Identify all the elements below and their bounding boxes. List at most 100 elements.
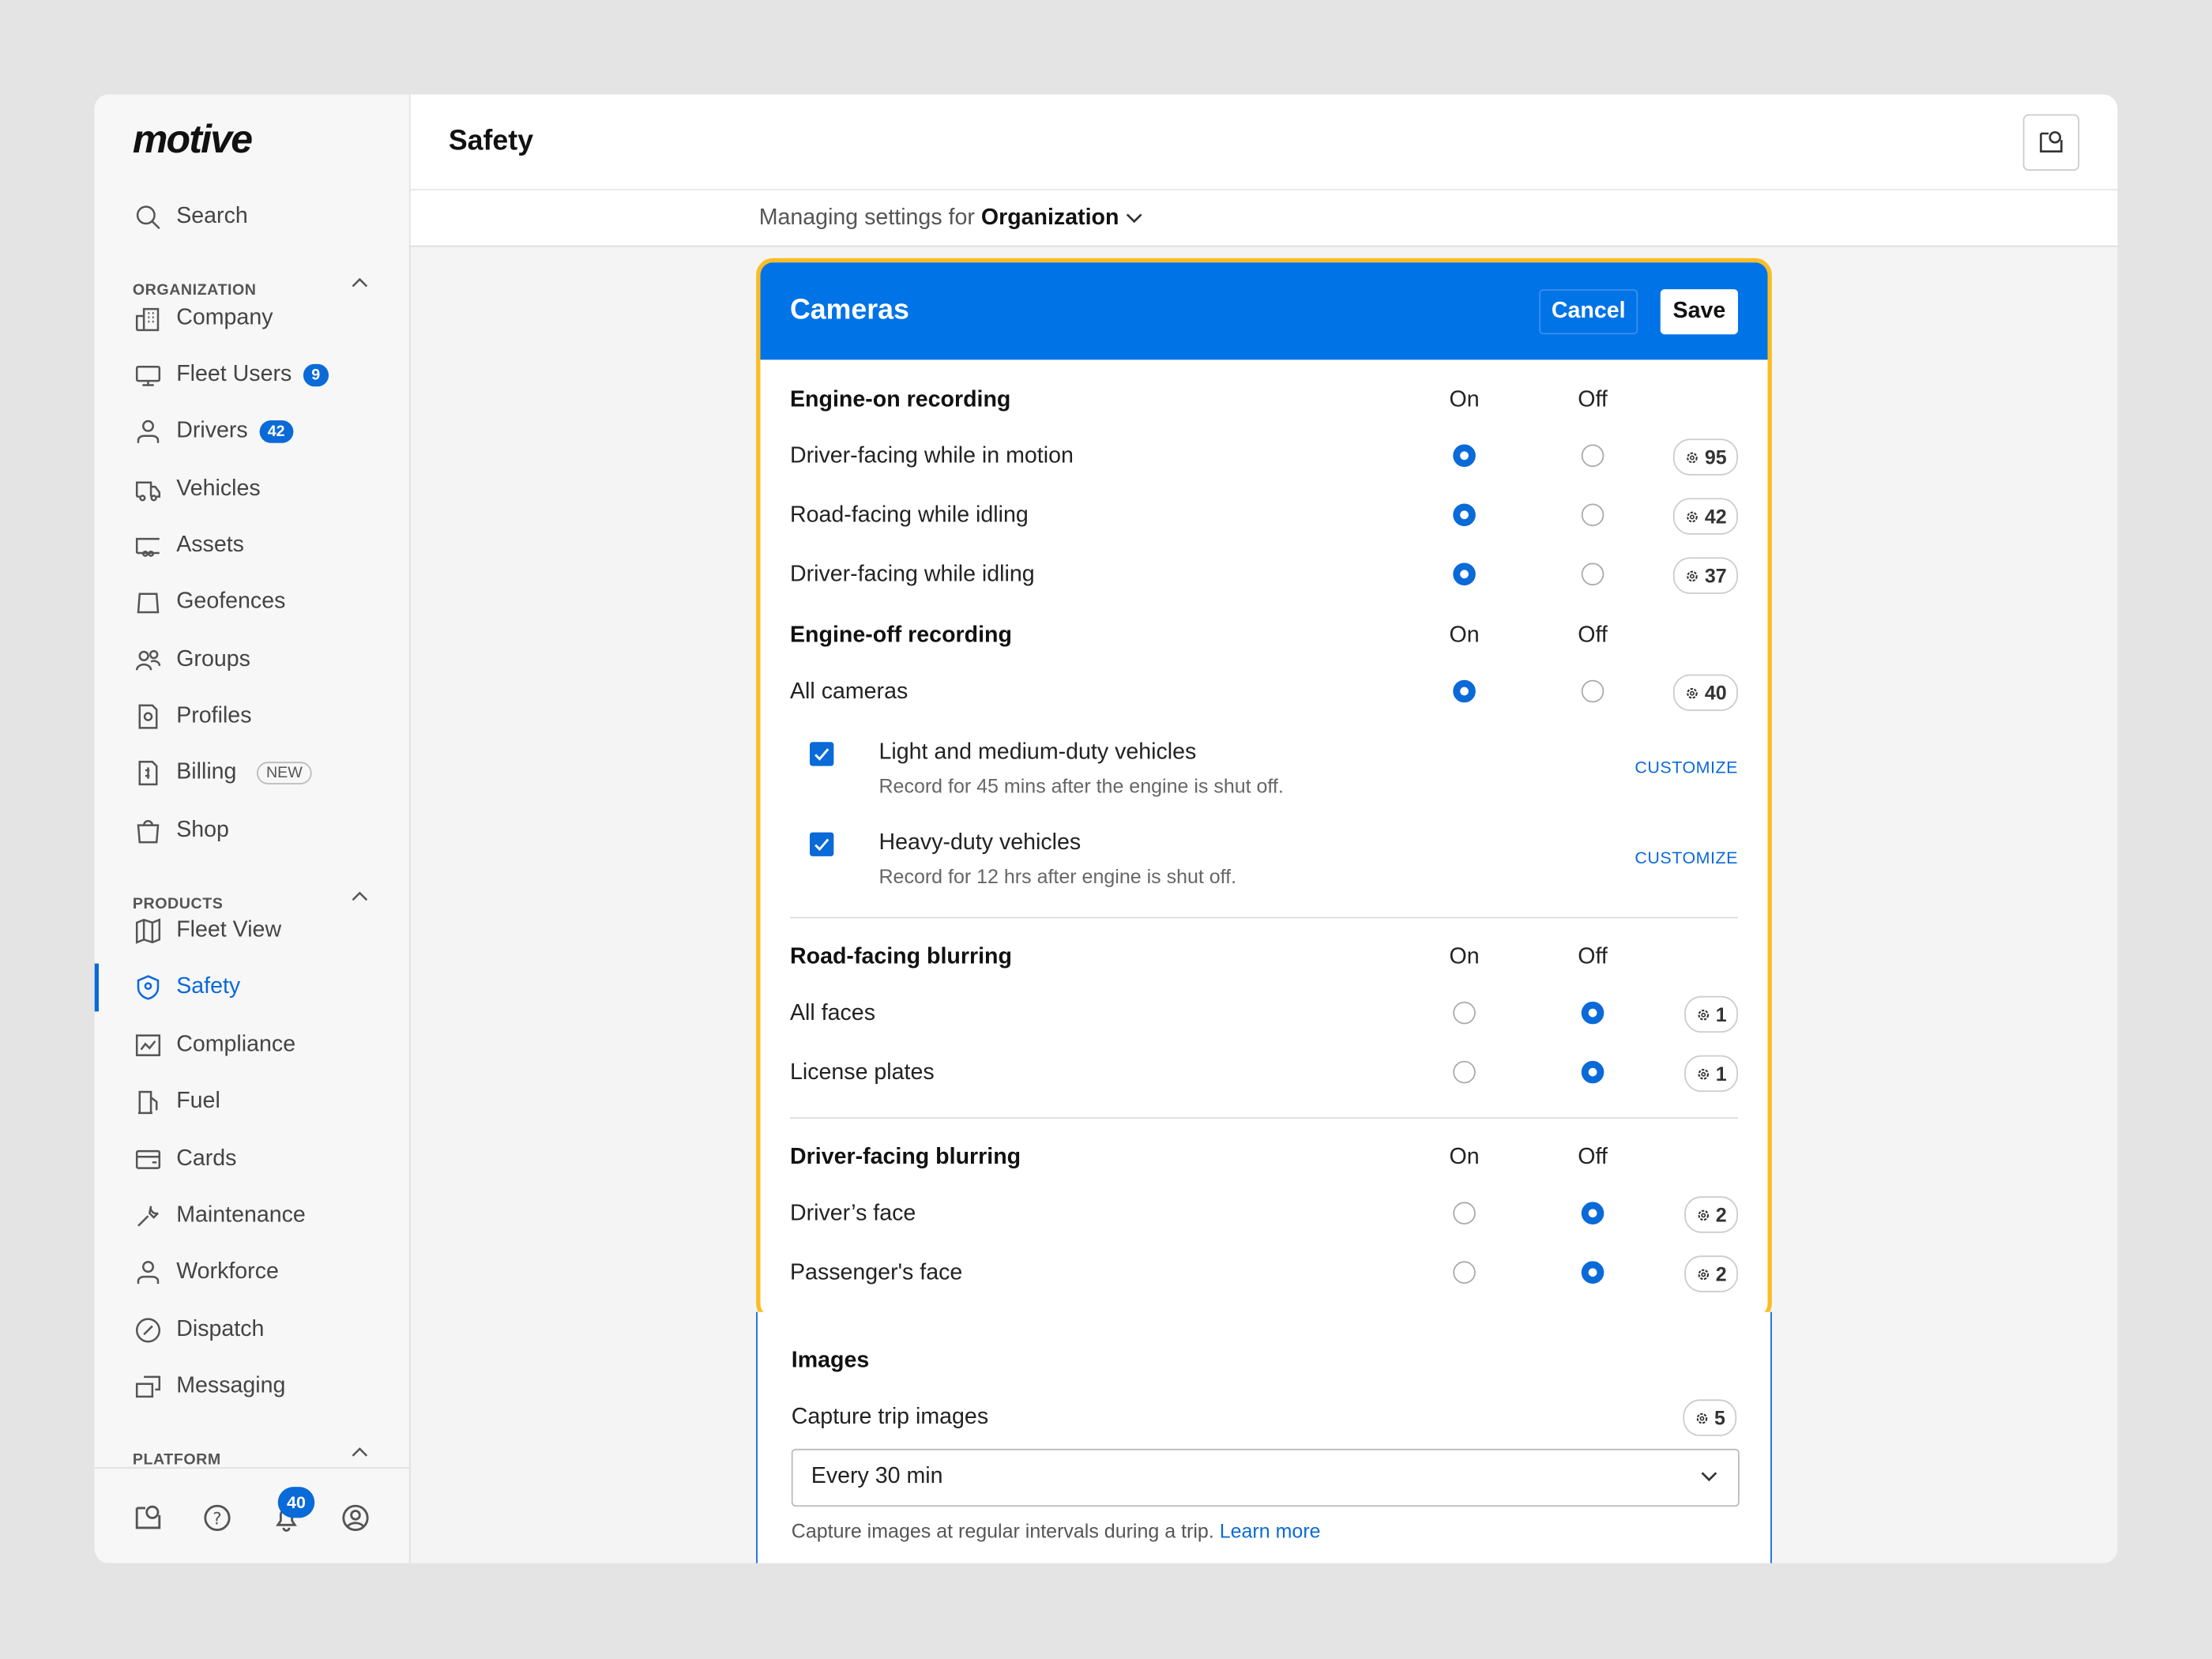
learn-more-link[interactable]: Learn more — [1219, 1519, 1321, 1542]
on-radio[interactable] — [1453, 1001, 1476, 1025]
vehicle-class-checkbox[interactable] — [809, 832, 834, 856]
on-column-header: On — [1449, 623, 1480, 648]
override-count: 40 — [1704, 681, 1727, 705]
motive-logo: motive — [132, 117, 253, 161]
override-count-pill[interactable]: 1 — [1684, 995, 1738, 1033]
map-pin-book-icon — [2040, 131, 2063, 153]
user-account-icon[interactable] — [340, 1503, 371, 1533]
chevron-down-icon — [1701, 1472, 1717, 1482]
on-radio[interactable] — [1453, 1060, 1476, 1084]
override-count-pill[interactable]: 2 — [1684, 1255, 1738, 1292]
capture-interval-select[interactable]: Every 30 min — [791, 1448, 1740, 1507]
sidebar-item-label: Drivers 42 — [176, 419, 294, 444]
override-count-pill[interactable]: 2 — [1684, 1196, 1738, 1233]
section-title: Driver-facing blurring — [789, 1145, 1021, 1170]
sidebar-item-geofences[interactable]: Geofences — [95, 578, 409, 626]
sidebar-item-drivers[interactable]: Drivers 42 — [95, 408, 409, 456]
override-count-pill[interactable]: 5 — [1683, 1399, 1737, 1436]
gear-icon — [1697, 1412, 1708, 1424]
customize-link[interactable]: CUSTOMIZE — [1635, 757, 1738, 777]
override-count: 42 — [1704, 505, 1727, 528]
off-radio[interactable] — [1581, 1001, 1604, 1025]
section-engine_on: Engine-on recording On Off — [790, 379, 1738, 422]
off-radio[interactable] — [1581, 444, 1604, 468]
off-radio[interactable] — [1581, 1202, 1604, 1224]
svg-text:?: ? — [213, 1509, 221, 1529]
off-radio[interactable] — [1581, 1261, 1604, 1284]
on-radio[interactable] — [1453, 444, 1476, 468]
setting-row: Driver-facing while idling 37 — [790, 555, 1738, 597]
gear-icon — [1698, 1209, 1710, 1221]
scope-prefix: Managing settings for — [758, 205, 975, 231]
override-count-pill[interactable]: 95 — [1673, 438, 1738, 476]
sidebar-item-profiles[interactable]: Profiles — [95, 693, 409, 741]
group-icon — [135, 649, 161, 671]
sidebar-item-fuel[interactable]: Fuel — [95, 1078, 409, 1126]
cancel-button[interactable]: Cancel — [1539, 289, 1638, 335]
checkmark-icon — [814, 838, 830, 852]
chevron-up-icon[interactable] — [352, 1446, 368, 1457]
scope-selector[interactable]: Managing settings for Organization — [759, 206, 1142, 231]
setting-row: Road-facing while idling 42 — [790, 495, 1738, 538]
chevron-up-icon[interactable] — [352, 890, 368, 901]
map-pin-book-icon[interactable] — [133, 1503, 164, 1533]
sidebar-item-billing[interactable]: Billing NEW — [95, 749, 409, 797]
on-column-header: On — [1449, 945, 1480, 969]
override-count-pill[interactable]: 40 — [1673, 674, 1738, 711]
sidebar-item-vehicles[interactable]: Vehicles — [95, 465, 409, 514]
chart-icon — [135, 1034, 161, 1056]
sidebar-item-shop[interactable]: Shop — [95, 807, 409, 855]
app-window: motive Search ORGANIZATION Company Fleet Us… — [94, 94, 2118, 1563]
override-count-pill[interactable]: 42 — [1673, 498, 1738, 535]
notifications-badge: 40 — [277, 1487, 315, 1518]
sidebar-item-label: Groups — [176, 647, 250, 672]
override-count-pill[interactable]: 37 — [1673, 557, 1738, 594]
shield-icon — [137, 975, 160, 1000]
map-icon — [135, 918, 161, 944]
help-icon[interactable]: ? — [201, 1503, 232, 1533]
off-radio[interactable] — [1581, 503, 1604, 527]
setting-label: Driver’s face — [789, 1202, 916, 1226]
on-radio[interactable] — [1453, 562, 1476, 586]
off-radio[interactable] — [1581, 679, 1604, 703]
sidebar-item-workforce[interactable]: Workforce — [95, 1248, 409, 1296]
person-icon — [137, 1261, 160, 1284]
on-radio[interactable] — [1453, 503, 1476, 527]
on-radio[interactable] — [1453, 1202, 1476, 1224]
gear-icon — [1687, 451, 1698, 463]
sidebar-item-assets[interactable]: Assets — [95, 522, 409, 570]
sidebar-item-cards[interactable]: Cards — [95, 1135, 409, 1183]
override-count-pill[interactable]: 1 — [1684, 1055, 1738, 1093]
setting-label: All faces — [789, 1001, 875, 1026]
setting-row: Driver-facing while in motion 95 — [790, 436, 1738, 479]
sidebar-item-messaging[interactable]: Messaging — [95, 1363, 409, 1411]
sidebar-item-maintenance[interactable]: Maintenance — [95, 1192, 409, 1240]
gear-icon — [1687, 570, 1698, 581]
gear-icon — [1687, 687, 1698, 698]
sidebar-item-groups[interactable]: Groups — [95, 636, 409, 684]
trailer-icon — [135, 537, 160, 557]
off-radio[interactable] — [1581, 562, 1604, 586]
gear-icon — [1698, 1068, 1710, 1079]
sidebar-item-company[interactable]: Company — [95, 295, 409, 343]
setting-row: License plates 1 — [790, 1052, 1738, 1095]
sidebar-item-fleet-users[interactable]: Fleet Users 9 — [95, 352, 409, 400]
new-badge: NEW — [256, 761, 313, 784]
vehicle-class-checkbox[interactable] — [809, 742, 834, 766]
map-pin-book-button[interactable] — [2022, 114, 2080, 171]
sidebar-item-safety[interactable]: Safety — [94, 963, 409, 1012]
sidebar-item-compliance[interactable]: Compliance — [95, 1021, 409, 1070]
off-radio[interactable] — [1581, 1060, 1604, 1084]
count-badge: 42 — [258, 419, 294, 443]
save-button[interactable]: Save — [1660, 289, 1738, 335]
sidebar-item-label: Company — [176, 306, 273, 330]
setting-row: Driver’s face 2 — [790, 1194, 1738, 1236]
sidebar-item-fleet-view[interactable]: Fleet View — [95, 907, 409, 955]
sidebar-item-dispatch[interactable]: Dispatch — [95, 1307, 409, 1355]
on-radio[interactable] — [1453, 1261, 1476, 1284]
on-radio[interactable] — [1453, 679, 1476, 703]
wrench-icon — [137, 1206, 159, 1227]
sidebar-item-search[interactable]: Search — [95, 194, 409, 242]
chevron-up-icon[interactable] — [352, 276, 368, 288]
customize-link[interactable]: CUSTOMIZE — [1635, 848, 1738, 868]
